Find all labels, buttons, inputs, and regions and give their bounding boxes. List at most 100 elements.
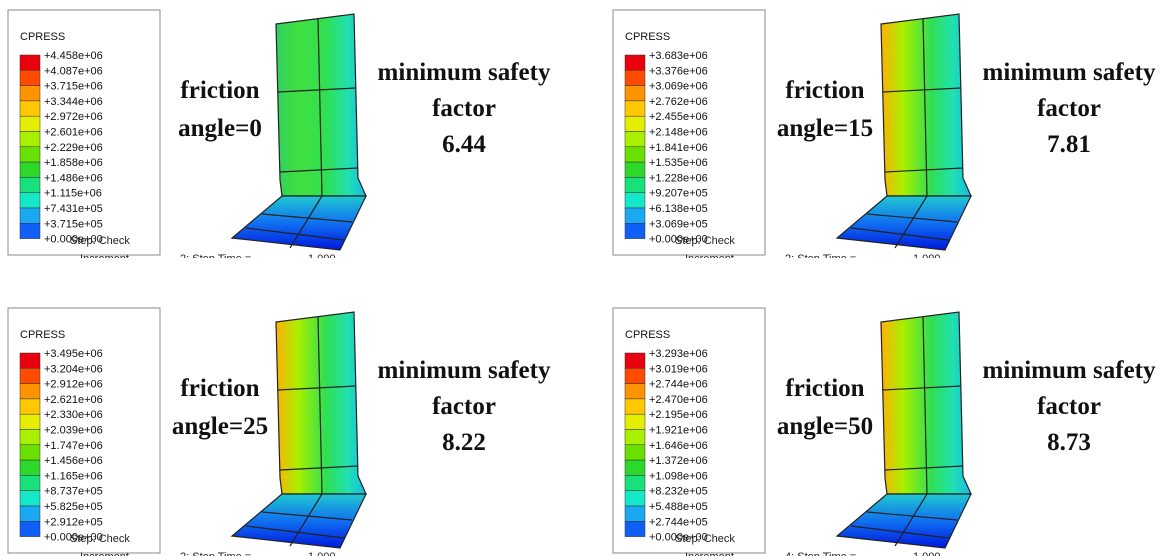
friction-text: angle=0 bbox=[178, 115, 262, 142]
increment-label: Increment bbox=[80, 253, 129, 258]
legend-label: +2.229e+06 bbox=[44, 142, 103, 154]
legend-band bbox=[625, 208, 645, 223]
friction-text: friction bbox=[180, 375, 259, 402]
panel: CPRESS+4.458e+06+4.087e+06+3.715e+06+3.3… bbox=[0, 0, 560, 258]
legend-band bbox=[20, 384, 40, 399]
legend-label: +7.431e+05 bbox=[44, 203, 103, 215]
legend-band bbox=[20, 414, 40, 429]
legend-band bbox=[625, 353, 645, 368]
safety-text: minimum safety bbox=[378, 357, 551, 384]
legend-band bbox=[20, 430, 40, 445]
legend-label: +1.646e+06 bbox=[649, 440, 708, 452]
legend-band bbox=[625, 177, 645, 192]
increment-label: Increment bbox=[685, 551, 734, 556]
legend-label: +6.138e+05 bbox=[649, 203, 708, 215]
legend-label: +3.683e+06 bbox=[649, 50, 708, 62]
legend-label: +2.330e+06 bbox=[44, 409, 103, 421]
safety-text: 8.73 bbox=[1047, 429, 1091, 456]
legend-label: +2.470e+06 bbox=[649, 394, 708, 406]
legend-label: +4.458e+06 bbox=[44, 50, 103, 62]
legend-band bbox=[625, 475, 645, 490]
legend-band bbox=[625, 384, 645, 399]
legend-label: +3.495e+06 bbox=[44, 348, 103, 360]
safety-text: factor bbox=[1037, 393, 1101, 420]
legend-label: +1.858e+06 bbox=[44, 157, 103, 169]
legend-label: +3.376e+06 bbox=[649, 65, 708, 77]
legend-label: +3.715e+05 bbox=[44, 218, 103, 230]
legend-band bbox=[625, 132, 645, 147]
legend-band bbox=[20, 147, 40, 162]
legend-band bbox=[20, 491, 40, 506]
legend-label: +5.825e+05 bbox=[44, 501, 103, 513]
legend-label: +1.165e+06 bbox=[44, 470, 103, 482]
legend-band bbox=[20, 208, 40, 223]
legend-band bbox=[625, 86, 645, 101]
time-value: 1.000 bbox=[913, 253, 941, 258]
legend-label: +1.228e+06 bbox=[649, 172, 708, 184]
legend-band bbox=[625, 101, 645, 116]
legend-band bbox=[625, 116, 645, 131]
legend-band bbox=[625, 491, 645, 506]
time-value: 1.000 bbox=[308, 551, 336, 556]
legend-label: +2.744e+06 bbox=[649, 379, 708, 391]
legend-label: +3.293e+06 bbox=[649, 348, 708, 360]
legend-band bbox=[20, 223, 40, 238]
legend-band bbox=[20, 86, 40, 101]
legend-band bbox=[20, 399, 40, 414]
legend-band bbox=[20, 116, 40, 131]
legend-band bbox=[625, 399, 645, 414]
legend-label: +3.069e+05 bbox=[649, 218, 708, 230]
legend-band bbox=[625, 430, 645, 445]
legend-label: +2.744e+05 bbox=[649, 516, 708, 528]
legend-band bbox=[20, 521, 40, 536]
legend-label: +1.098e+06 bbox=[649, 470, 708, 482]
legend-band bbox=[20, 177, 40, 192]
legend-label: +2.039e+06 bbox=[44, 425, 103, 437]
safety-text: factor bbox=[1037, 95, 1101, 122]
legend-label: +3.019e+06 bbox=[649, 363, 708, 375]
legend-label: +2.148e+06 bbox=[649, 127, 708, 139]
time-value: 1.000 bbox=[308, 253, 336, 258]
legend-band bbox=[20, 70, 40, 85]
panel: CPRESS+3.495e+06+3.204e+06+2.912e+06+2.6… bbox=[0, 298, 560, 556]
legend-band bbox=[20, 162, 40, 177]
increment-label: Increment bbox=[80, 551, 129, 556]
legend-title: CPRESS bbox=[20, 329, 65, 341]
legend-band bbox=[625, 506, 645, 521]
legend-label: +1.747e+06 bbox=[44, 440, 103, 452]
safety-text: 7.81 bbox=[1047, 131, 1091, 158]
legend-label: +1.921e+06 bbox=[649, 425, 708, 437]
legend-label: +2.972e+06 bbox=[44, 111, 103, 123]
legend-title: CPRESS bbox=[625, 329, 670, 341]
legend-band bbox=[20, 353, 40, 368]
legend-band bbox=[625, 70, 645, 85]
legend-band bbox=[625, 445, 645, 460]
time-value: 1.000 bbox=[913, 551, 941, 556]
safety-text: minimum safety bbox=[378, 59, 551, 86]
legend-band bbox=[20, 193, 40, 208]
legend-label: +4.087e+06 bbox=[44, 65, 103, 77]
step-time: 2: Step Time = bbox=[785, 253, 856, 258]
increment-label: Increment bbox=[685, 253, 734, 258]
legend-label: +1.456e+06 bbox=[44, 455, 103, 467]
legend-label: +2.762e+06 bbox=[649, 96, 708, 108]
step-time: 4: Step Time = bbox=[785, 551, 856, 556]
safety-text: 8.22 bbox=[442, 429, 486, 456]
safety-text: factor bbox=[432, 393, 496, 420]
legend-band bbox=[625, 55, 645, 70]
legend-label: +2.195e+06 bbox=[649, 409, 708, 421]
legend-band bbox=[20, 55, 40, 70]
legend-band bbox=[625, 223, 645, 238]
legend-label: +1.372e+06 bbox=[649, 455, 708, 467]
legend-band bbox=[625, 147, 645, 162]
plate-base bbox=[837, 494, 971, 548]
legend-band bbox=[20, 368, 40, 383]
legend-band bbox=[625, 193, 645, 208]
legend-band bbox=[625, 460, 645, 475]
legend-band bbox=[20, 506, 40, 521]
legend-label: +3.069e+06 bbox=[649, 81, 708, 93]
legend-band bbox=[625, 414, 645, 429]
safety-text: minimum safety bbox=[983, 59, 1156, 86]
legend-title: CPRESS bbox=[20, 31, 65, 43]
legend-label: +2.912e+06 bbox=[44, 379, 103, 391]
